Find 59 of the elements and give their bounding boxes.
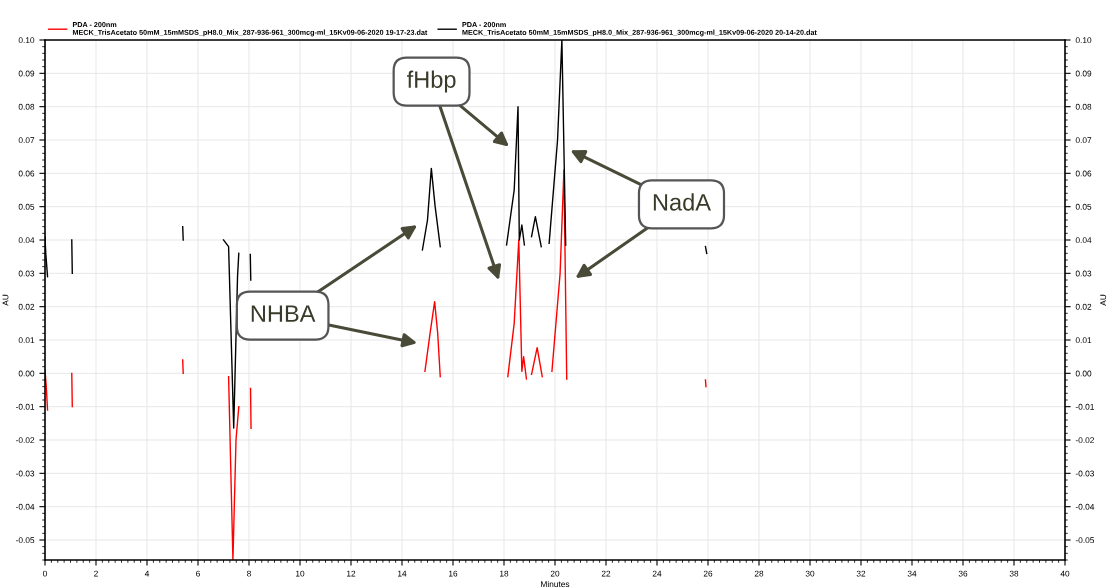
x-axis-title: Minutes (541, 580, 570, 588)
y-tick-label: 0.07 (18, 137, 35, 144)
y-tick-label: 0.10 (18, 37, 35, 44)
y-axis-title: AU (2, 294, 9, 306)
y2-axis-title: AU (1100, 294, 1107, 306)
x-tick-label: 16 (449, 570, 458, 577)
x-tick-label: 8 (247, 570, 251, 577)
y-tick-label: 0.09 (18, 70, 35, 77)
y2-tick-label: 0.10 (1075, 37, 1092, 44)
annotation: fHbp (406, 70, 456, 93)
y-tick-label: 0.00 (18, 370, 35, 377)
annotation: NHBA (251, 305, 316, 322)
x-tick-label: 38 (1009, 570, 1019, 577)
x-tick-label: 32 (856, 570, 866, 577)
y2-tick-label: 0.07 (1075, 137, 1092, 144)
y-tick-label: -0.02 (15, 437, 35, 444)
y2-tick-label: 0.06 (1075, 170, 1092, 177)
x-tick-label: 22 (601, 570, 611, 577)
y2-tick-label: 0.02 (1075, 303, 1092, 310)
y2-tick-label: 0.01 (1075, 337, 1092, 344)
x-tick-label: 34 (907, 570, 917, 577)
y2-tick-label: -0.03 (1075, 470, 1095, 477)
y-tick-label: 0.02 (18, 303, 35, 310)
y2-tick-label: -0.01 (1075, 403, 1094, 410)
x-tick-label: 12 (347, 570, 356, 577)
y-tick-label: -0.04 (15, 503, 35, 510)
x-tick-label: 18 (500, 570, 509, 577)
y-tick-label: -0.05 (15, 537, 35, 544)
y-tick-label: 0.01 (18, 337, 35, 344)
y2-tick-label: 0.08 (1075, 103, 1092, 110)
y-tick-label: 0.05 (18, 203, 35, 210)
y2-tick-label: -0.02 (1075, 437, 1094, 444)
y2-tick-label: 0.05 (1075, 203, 1092, 210)
x-tick-label: 30 (805, 570, 815, 577)
x-tick-label: 26 (703, 570, 713, 577)
y2-tick-label: 0.04 (1075, 237, 1092, 244)
y-tick-label: 0.03 (18, 270, 35, 277)
x-tick-label: 4 (144, 570, 150, 577)
y-tick-label: 0.06 (18, 170, 35, 177)
x-tick-label: 28 (754, 570, 764, 577)
x-tick-label: 40 (1060, 570, 1070, 577)
annotation: NadA (653, 193, 711, 211)
x-tick-label: 6 (196, 570, 200, 577)
x-tick-label: 2 (94, 570, 98, 577)
y-tick-label: -0.01 (15, 403, 35, 410)
x-tick-label: 10 (296, 570, 305, 577)
y2-tick-label: 0.00 (1075, 370, 1092, 377)
x-tick-label: 20 (550, 570, 560, 577)
y2-tick-label: 0.03 (1075, 270, 1092, 277)
x-tick-label: 24 (652, 570, 662, 577)
y-tick-label: 0.08 (18, 103, 35, 110)
y2-tick-label: -0.04 (1075, 503, 1095, 510)
x-tick-label: 14 (398, 570, 407, 577)
y2-tick-label: 0.09 (1075, 70, 1092, 77)
y2-tick-label: -0.05 (1075, 537, 1095, 544)
x-tick-label: 0 (43, 570, 47, 577)
x-tick-label: 36 (958, 570, 968, 577)
y-tick-label: 0.04 (18, 237, 35, 244)
y-tick-label: -0.03 (15, 470, 35, 477)
